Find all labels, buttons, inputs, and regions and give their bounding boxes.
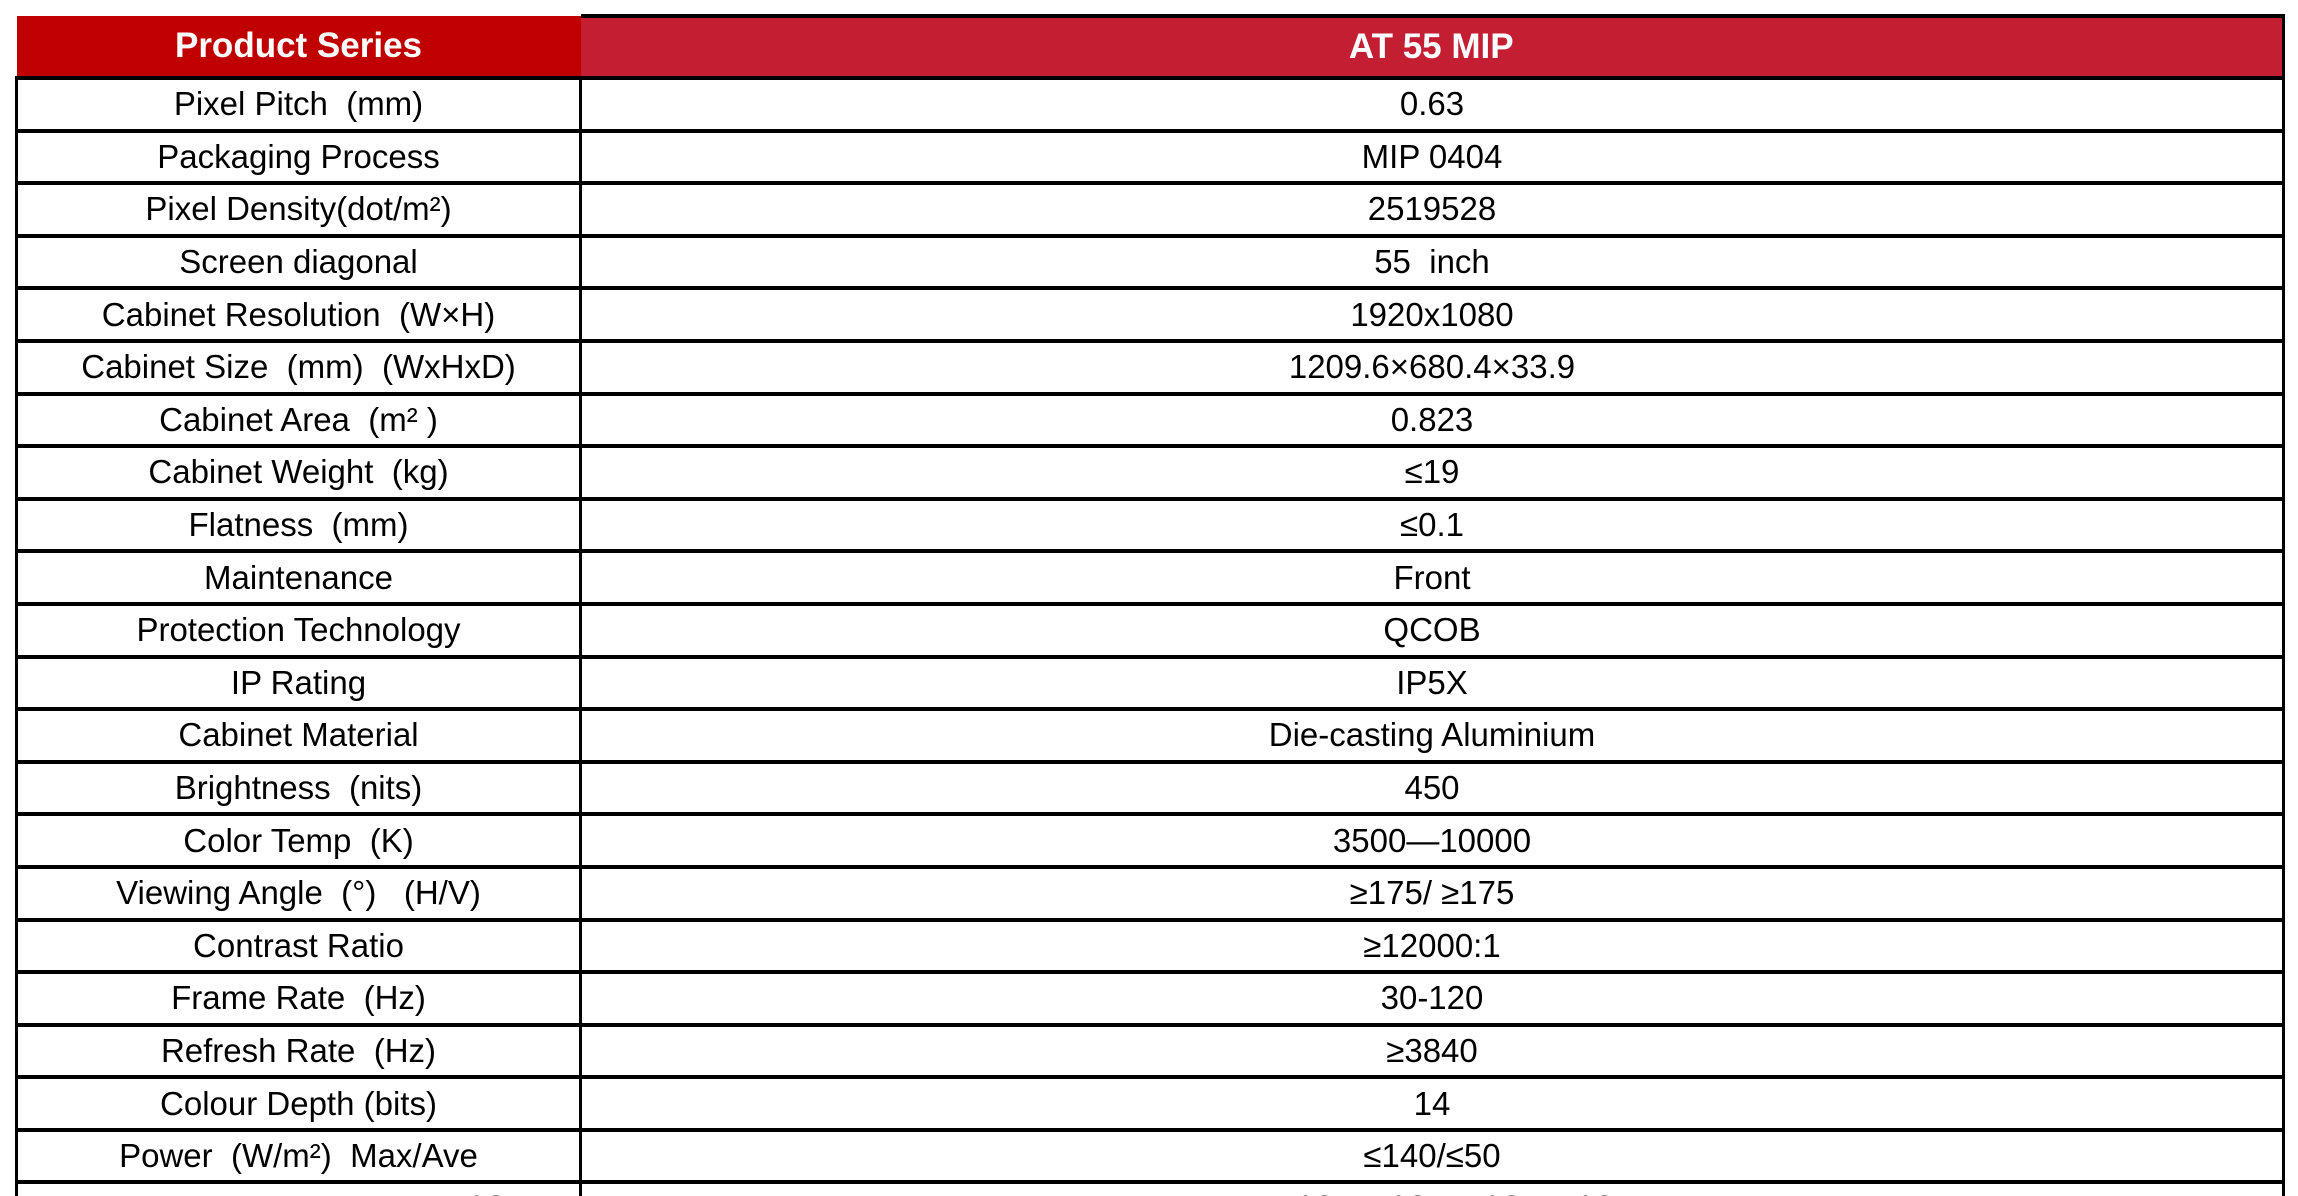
table-row: Viewing Angle (°) (H/V) ≥175/ ≥175 [15, 864, 2285, 922]
table-row: Pixel Pitch (mm) 0.63 [15, 76, 2285, 133]
spec-value: Die-casting Aluminium [579, 707, 2285, 764]
spec-value: QCOB [579, 601, 2285, 659]
spec-label: Flatness (mm) [15, 496, 582, 554]
spec-value: ≥175/ ≥175 [579, 864, 2285, 922]
spec-label: Colour Depth (bits) [15, 1075, 582, 1132]
spec-value: ≤0.1 [579, 496, 2285, 554]
spec-value: 0.63 [579, 76, 2285, 133]
spec-label: Color Temp (K) [15, 812, 582, 869]
table-row: Maintenance Front [15, 549, 2285, 606]
table-row: Operating/Storage Temp (℃) -10℃~45℃/-20℃… [15, 1180, 2285, 1196]
spec-label: Screen diagonal [15, 233, 582, 291]
spec-value: ≥12000:1 [579, 917, 2285, 975]
spec-value: IP5X [579, 654, 2285, 712]
header-product-series: Product Series [16, 16, 581, 80]
spec-label: Viewing Angle (°) (H/V) [15, 864, 582, 922]
spec-value: 55 inch [579, 233, 2285, 291]
spec-value: 0.823 [579, 391, 2285, 449]
spec-label: Cabinet Size (mm) (WxHxD) [15, 338, 582, 396]
table-row: Cabinet Material Die-casting Aluminium [15, 707, 2285, 764]
table-row: Contrast Ratio ≥12000:1 [15, 917, 2285, 975]
table-row: Protection Technology QCOB [15, 601, 2285, 659]
table-row: Frame Rate (Hz) 30-120 [15, 970, 2285, 1027]
table-row: Colour Depth (bits) 14 [15, 1075, 2285, 1132]
spec-table: Product Series AT 55 MIP Pixel Pitch (mm… [15, 14, 2285, 1196]
spec-value: 1209.6×680.4×33.9 [579, 338, 2285, 396]
header-model-name: AT 55 MIP [580, 14, 2285, 80]
spec-label: Maintenance [15, 549, 582, 606]
spec-value: 2519528 [579, 181, 2285, 238]
table-row: Refresh Rate (Hz) ≥3840 [15, 1022, 2285, 1080]
table-row: Flatness (mm) ≤0.1 [15, 496, 2285, 554]
table-row: IP Rating IP5X [15, 654, 2285, 712]
table-row: Cabinet Area (m² ) 0.823 [15, 391, 2285, 449]
table-row: Brightness (nits) 450 [15, 759, 2285, 817]
spec-label: Cabinet Resolution (W×H) [15, 286, 582, 343]
table-row: Pixel Density(dot/m²) 2519528 [15, 181, 2285, 238]
spec-value: 1920x1080 [579, 286, 2285, 343]
table-row: Packaging Process MIP 0404 [15, 128, 2285, 186]
spec-value: ≤19 [579, 444, 2285, 501]
spec-value: 450 [579, 759, 2285, 817]
table-row: Power (W/m²) Max/Ave ≤140/≤50 [15, 1127, 2285, 1185]
spec-value: Front [579, 549, 2285, 606]
spec-value: 3500—10000 [579, 812, 2285, 869]
spec-label: Cabinet Material [15, 707, 582, 764]
spec-label: Cabinet Weight (kg) [15, 444, 582, 501]
spec-value: ≤140/≤50 [579, 1127, 2285, 1185]
spec-rows: Pixel Pitch (mm) 0.63 Packaging Process … [15, 76, 2285, 1196]
spec-label: Pixel Density(dot/m²) [15, 181, 582, 238]
spec-label: Packaging Process [15, 128, 582, 186]
spec-label: Operating/Storage Temp (℃) [15, 1180, 582, 1196]
table-row: Color Temp (K) 3500—10000 [15, 812, 2285, 869]
spec-label: Refresh Rate (Hz) [15, 1022, 582, 1080]
spec-value: 14 [579, 1075, 2285, 1132]
spec-value: ≥3840 [579, 1022, 2285, 1080]
table-row: Cabinet Weight (kg) ≤19 [15, 444, 2285, 501]
header-row: Product Series AT 55 MIP [16, 14, 2285, 80]
table-row: Screen diagonal 55 inch [15, 233, 2285, 291]
spec-value: MIP 0404 [579, 128, 2285, 186]
spec-value: -10℃~45℃/-20℃~55℃ [579, 1180, 2285, 1196]
spec-label: Pixel Pitch (mm) [15, 76, 582, 133]
spec-label: Contrast Ratio [15, 917, 582, 975]
spec-label: Power (W/m²) Max/Ave [15, 1127, 582, 1185]
table-row: Cabinet Resolution (W×H) 1920x1080 [15, 286, 2285, 343]
spec-value: 30-120 [579, 970, 2285, 1027]
spec-label: Cabinet Area (m² ) [15, 391, 582, 449]
spec-label: Brightness (nits) [15, 759, 582, 817]
spec-label: Frame Rate (Hz) [15, 970, 582, 1027]
spec-label: Protection Technology [15, 601, 582, 659]
table-row: Cabinet Size (mm) (WxHxD) 1209.6×680.4×3… [15, 338, 2285, 396]
spec-label: IP Rating [15, 654, 582, 712]
